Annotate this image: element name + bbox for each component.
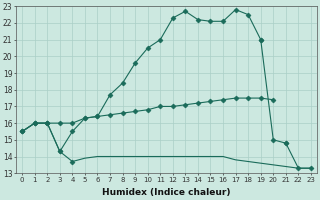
X-axis label: Humidex (Indice chaleur): Humidex (Indice chaleur) bbox=[102, 188, 231, 197]
